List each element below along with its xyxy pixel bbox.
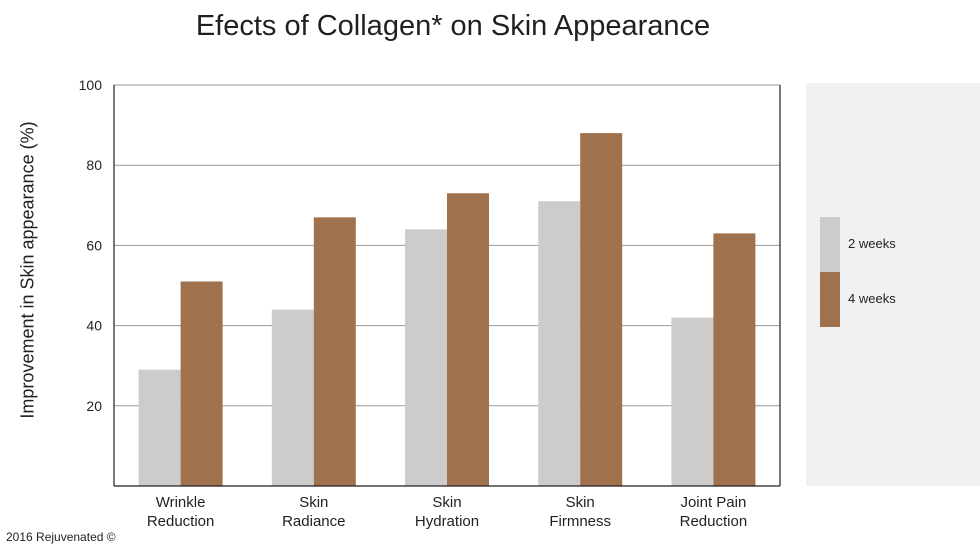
x-tick-label: Skin [299,494,328,511]
bar-4-weeks-3 [580,133,623,486]
bar-2-weeks-3 [538,201,581,487]
bar-2-weeks-1 [271,309,314,486]
legend-swatch-4-weeks [820,272,840,327]
legend-label-4-weeks: 4 weeks [848,291,896,306]
x-tick-label: Radiance [282,513,345,530]
x-tick-label: Reduction [147,513,215,530]
x-tick-label: Firmness [549,513,611,530]
bar-2-weeks-4 [671,317,714,486]
x-tick-label: Joint Pain [680,494,746,511]
y-tick-label: 60 [86,237,102,253]
bar-2-weeks-0 [138,369,181,486]
legend-label-2-weeks: 2 weeks [848,236,896,251]
bar-4-weeks-1 [313,217,356,486]
bar-2-weeks-2 [405,229,447,487]
bar-4-weeks-4 [713,233,756,486]
axes [113,85,781,487]
x-tick-label: Skin [566,494,595,511]
y-tick-label: 80 [86,157,102,173]
legend-item-4-weeks: 4 weeks [820,272,970,327]
legend: 2 weeks 4 weeks [806,83,980,486]
x-tick-label: Skin [432,494,461,511]
x-tick-label: Reduction [680,513,748,530]
y-tick-labels: 20 40 60 80 100 [79,77,103,414]
legend-swatch-2-weeks [820,217,840,272]
x-tick-label: Wrinkle [156,494,206,511]
copyright-notice: 2016 Rejuvenated © [6,530,116,544]
bars [138,133,756,487]
y-tick-label: 100 [79,77,103,93]
y-tick-label: 40 [86,318,102,334]
x-tick-label: Hydration [415,513,479,530]
chart-title: Efects of Collagen* on Skin Appearance [195,10,711,42]
bar-4-weeks-2 [447,193,489,486]
legend-item-2-weeks: 2 weeks [820,217,970,272]
y-tick-label: 20 [86,398,102,414]
bar-4-weeks-0 [180,281,223,486]
x-tick-labels: Wrinkle Reduction Skin Radiance Skin Hydratio… [147,494,747,530]
